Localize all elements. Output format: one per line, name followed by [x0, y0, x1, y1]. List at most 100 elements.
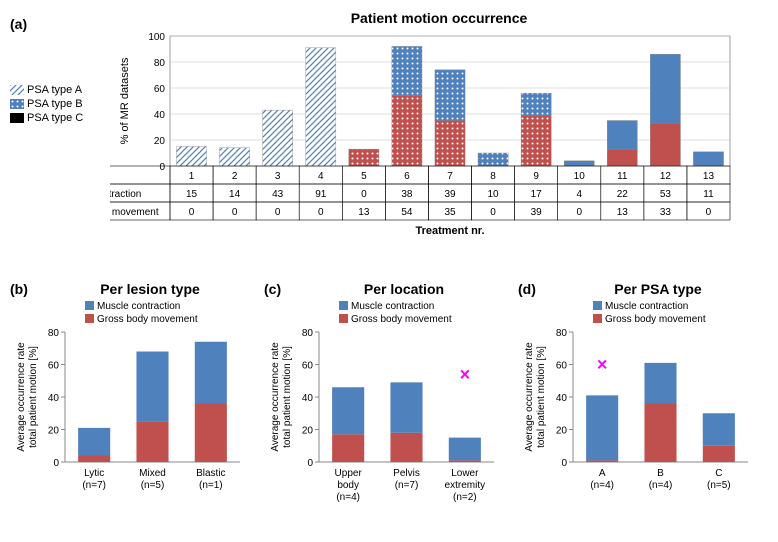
chart-a: 020406080100% of MR datasets123456789101…	[110, 26, 750, 256]
psa-legend-c: PSA type C	[10, 112, 110, 124]
panel-c-title: Per location	[294, 281, 514, 297]
svg-text:20: 20	[48, 426, 60, 437]
chart-c: Muscle contractionGross body movement020…	[264, 297, 514, 527]
svg-text:13: 13	[617, 207, 629, 218]
svg-text:100: 100	[148, 32, 165, 43]
svg-text:Upper: Upper	[335, 468, 363, 479]
svg-text:(n=4): (n=4)	[649, 480, 673, 491]
chart-d: Muscle contractionGross body movement020…	[518, 297, 768, 527]
svg-text:Average occurrence rate: Average occurrence rate	[16, 342, 27, 452]
svg-text:0: 0	[706, 207, 712, 218]
svg-text:Lower: Lower	[451, 468, 479, 479]
svg-text:Treatment nr.: Treatment nr.	[415, 225, 484, 237]
svg-text:39: 39	[444, 189, 456, 200]
svg-text:Mixed: Mixed	[139, 468, 166, 479]
svg-text:0: 0	[307, 458, 313, 469]
svg-text:(n=7): (n=7)	[395, 480, 419, 491]
svg-text:80: 80	[48, 328, 60, 339]
svg-text:4: 4	[576, 189, 582, 200]
svg-text:80: 80	[556, 328, 568, 339]
svg-text:39: 39	[531, 207, 543, 218]
svg-text:54: 54	[401, 207, 413, 218]
svg-text:B: B	[657, 468, 664, 479]
svg-text:11: 11	[703, 189, 714, 200]
svg-text:Muscle contraction: Muscle contraction	[97, 301, 180, 312]
svg-text:Average occurrence rate: Average occurrence rate	[270, 342, 281, 452]
svg-text:(n=5): (n=5)	[141, 480, 165, 491]
svg-text:5: 5	[361, 171, 367, 182]
svg-text:body: body	[337, 480, 359, 491]
svg-text:total patient motion [%]: total patient motion [%]	[282, 346, 293, 448]
svg-text:Gross body movement: Gross body movement	[97, 314, 198, 325]
svg-text:Lytic: Lytic	[84, 468, 104, 479]
svg-text:0: 0	[361, 189, 367, 200]
svg-text:11: 11	[617, 171, 628, 182]
svg-text:(n=5): (n=5)	[707, 480, 731, 491]
panel-b-label: (b)	[10, 281, 28, 297]
svg-text:Gross body movement: Gross body movement	[605, 314, 706, 325]
svg-text:Gross body movement: Gross body movement	[351, 314, 452, 325]
svg-text:91: 91	[315, 189, 327, 200]
svg-text:total patient motion [%]: total patient motion [%]	[28, 346, 39, 448]
svg-text:(n=4): (n=4)	[590, 480, 614, 491]
svg-text:10: 10	[488, 189, 500, 200]
svg-text:38: 38	[401, 189, 413, 200]
panel-d-container: (d) Per PSA type Muscle contractionGross…	[518, 281, 768, 532]
svg-text:Muscle contraction: Muscle contraction	[110, 189, 141, 200]
svg-text:0: 0	[189, 207, 195, 218]
panel-c-label: (c)	[264, 281, 281, 297]
svg-text:60: 60	[556, 361, 568, 372]
psa-legend-b: PSA type B	[10, 98, 110, 110]
panel-a-title: Patient motion occurrence	[110, 10, 768, 26]
svg-text:0: 0	[490, 207, 496, 218]
svg-text:3: 3	[275, 171, 281, 182]
svg-text:0: 0	[232, 207, 238, 218]
svg-text:53: 53	[660, 189, 672, 200]
svg-text:15: 15	[186, 189, 198, 200]
svg-text:1: 1	[189, 171, 195, 182]
svg-text:12: 12	[660, 171, 672, 182]
svg-text:0: 0	[576, 207, 582, 218]
svg-text:40: 40	[302, 393, 314, 404]
svg-text:8: 8	[490, 171, 496, 182]
svg-text:20: 20	[154, 136, 166, 147]
svg-text:(n=7): (n=7)	[82, 480, 106, 491]
svg-text:A: A	[599, 468, 606, 479]
svg-text:20: 20	[302, 426, 314, 437]
svg-text:40: 40	[556, 393, 568, 404]
svg-text:% of MR datasets: % of MR datasets	[119, 57, 131, 144]
psa-legend: PSA type A PSA type B PSA type C	[10, 84, 110, 124]
svg-text:(n=1): (n=1)	[199, 480, 223, 491]
svg-text:80: 80	[302, 328, 314, 339]
panel-a-label: (a)	[10, 16, 27, 32]
svg-text:6: 6	[404, 171, 410, 182]
svg-text:total patient motion [%]: total patient motion [%]	[536, 346, 547, 448]
svg-text:Gross body movement: Gross body movement	[110, 207, 159, 218]
chart-b: Muscle contraction Gross body movement 0 20…	[10, 297, 260, 527]
svg-text:9: 9	[533, 171, 539, 182]
svg-text:0: 0	[318, 207, 324, 218]
panel-c-container: (c) Per location Muscle contractionGross…	[264, 281, 514, 532]
svg-text:0: 0	[159, 162, 165, 173]
panel-b-container: (b) Per lesion type Muscle contraction Gr…	[10, 281, 260, 532]
svg-text:13: 13	[703, 171, 715, 182]
svg-text:×: ×	[460, 364, 471, 384]
svg-text:(n=4): (n=4)	[336, 492, 360, 503]
svg-text:60: 60	[48, 361, 60, 372]
svg-text:Average occurrence rate: Average occurrence rate	[524, 342, 535, 452]
svg-text:2: 2	[232, 171, 238, 182]
svg-text:13: 13	[358, 207, 370, 218]
svg-text:17: 17	[531, 189, 543, 200]
svg-text:0: 0	[53, 458, 59, 469]
svg-text:7: 7	[447, 171, 453, 182]
panel-b-title: Per lesion type	[40, 281, 260, 297]
panel-d-label: (d)	[518, 281, 536, 297]
svg-text:(n=2): (n=2)	[453, 492, 477, 503]
svg-text:×: ×	[597, 355, 608, 375]
svg-text:43: 43	[272, 189, 284, 200]
svg-text:0: 0	[561, 458, 567, 469]
svg-text:10: 10	[574, 171, 586, 182]
panel-a-container: (a) PSA type A PSA type B PSA type C Pat…	[10, 10, 768, 261]
svg-text:Muscle contraction: Muscle contraction	[605, 301, 688, 312]
svg-text:4: 4	[318, 171, 324, 182]
